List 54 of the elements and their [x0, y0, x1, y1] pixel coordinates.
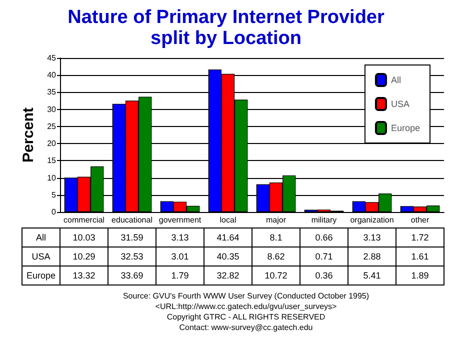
- data-label: 1.72: [411, 232, 429, 242]
- text: Contact: www-survey@cc.gatech.edu: [179, 323, 313, 332]
- data-label: 31.59: [120, 232, 144, 242]
- y-tick-label: 15: [47, 156, 57, 166]
- x-tick-label: major: [266, 216, 286, 224]
- x-tick-label: government: [158, 216, 202, 224]
- data-label: 10.03: [72, 232, 96, 242]
- y-tick-label: 30: [47, 104, 57, 114]
- data-label: 32.53: [120, 252, 144, 262]
- text: Europe: [26, 270, 56, 280]
- y-tick-label: 0: [52, 208, 57, 216]
- data-label: 33.69: [120, 270, 144, 280]
- text: All: [36, 232, 46, 242]
- y-tick-label: 10: [47, 173, 57, 182]
- data-label: 0.36: [315, 270, 333, 280]
- data-label: 2.88: [363, 252, 381, 262]
- data-label: 40.35: [216, 252, 240, 262]
- data-label: 13.32: [72, 270, 96, 280]
- data-label: 1.61: [411, 252, 429, 262]
- data-label: 3.01: [171, 252, 189, 262]
- chart-title: Nature of Primary Internet Provider split by Location: [68, 7, 385, 49]
- data-label: 8.62: [267, 252, 285, 262]
- data-label: 32.82: [216, 270, 240, 280]
- x-tick-label: organization: [350, 216, 394, 224]
- data-label: 10.29: [72, 252, 96, 262]
- y-tick-label: 20: [47, 139, 57, 148]
- data-label: 1.79: [171, 270, 189, 280]
- data-label: 5.41: [363, 270, 381, 280]
- y-tick-label: 45: [47, 54, 57, 62]
- data-label: 0.66: [315, 232, 333, 242]
- data-label: 8.1: [270, 232, 282, 242]
- data-label: 0.71: [315, 252, 333, 262]
- x-tick-label: educational: [112, 216, 153, 224]
- data-label: 1.89: [411, 270, 429, 280]
- y-tick-label: 5: [52, 190, 57, 200]
- y-tick-label: 35: [47, 88, 57, 97]
- x-tick-label: other: [410, 216, 430, 224]
- data-label: 3.13: [363, 232, 381, 242]
- legend-label: Europe: [390, 123, 420, 133]
- x-tick-label: military: [311, 216, 337, 224]
- data-label: 10.72: [264, 270, 288, 280]
- y-tick-label: 25: [47, 122, 57, 131]
- source-note: Source: GVU's Fourth WWW User Survey (Conducted October 1995): [122, 292, 370, 300]
- y-axis-title: Percent: [20, 107, 37, 163]
- data-label: 3.13: [171, 232, 189, 242]
- text: <URL:http://www.cc.gatech.edu/gvu/user_surveys>: [155, 302, 338, 311]
- legend-label: All: [390, 75, 401, 85]
- text: Copyright GTRC - ALL RIGHTS RESERVED: [166, 312, 326, 322]
- x-tick-label: local: [220, 216, 236, 224]
- y-tick-label: 40: [47, 70, 57, 80]
- text: USA: [32, 252, 50, 262]
- x-tick-label: commercial: [64, 216, 105, 224]
- data-label: 41.64: [216, 232, 240, 242]
- legend-label: USA: [390, 99, 410, 109]
